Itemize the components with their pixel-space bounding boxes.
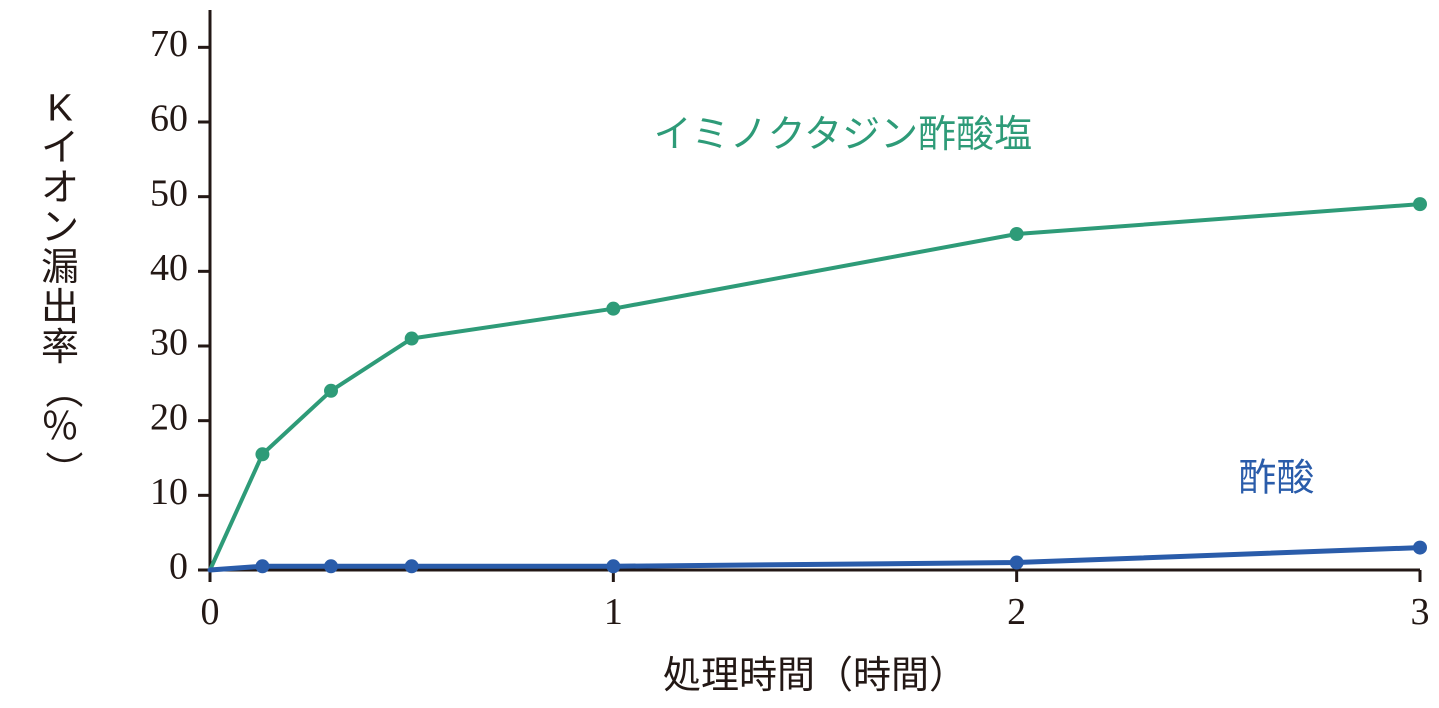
series-marker xyxy=(606,302,620,316)
series-marker xyxy=(1010,227,1024,241)
y-tick-label: 50 xyxy=(150,172,188,214)
y-axis-label-char: ） xyxy=(41,451,83,489)
x-tick-label: 3 xyxy=(1411,591,1430,633)
y-tick-label: 30 xyxy=(150,322,188,364)
x-axis-label: 処理時間（時間） xyxy=(663,655,967,697)
y-axis-label-char: ン xyxy=(41,207,79,249)
y-axis-label-char: （ xyxy=(41,371,83,409)
series-marker xyxy=(324,559,338,573)
series-label: イミノクタジン酢酸塩 xyxy=(654,114,1032,156)
series-marker xyxy=(1010,556,1024,570)
series-label: 酢酸 xyxy=(1239,457,1315,499)
y-axis-label-char: K xyxy=(47,87,72,129)
series-marker xyxy=(324,384,338,398)
y-tick-label: 20 xyxy=(150,396,188,438)
x-tick-label: 1 xyxy=(604,591,623,633)
series-marker xyxy=(606,559,620,573)
series-marker xyxy=(255,559,269,573)
y-tick-label: 0 xyxy=(169,546,188,588)
y-tick-label: 60 xyxy=(150,98,188,140)
y-axis-label-char: 漏 xyxy=(41,247,79,289)
y-axis-label-char: オ xyxy=(41,167,79,209)
series-marker xyxy=(1413,197,1427,211)
x-tick-label: 0 xyxy=(201,591,220,633)
y-axis-label-char: 出 xyxy=(41,287,79,329)
y-axis-label-char: 率 xyxy=(41,327,79,369)
y-tick-label: 70 xyxy=(150,23,188,65)
series-marker xyxy=(405,559,419,573)
line-chart: 0 10 20 30 40 50 60 70 0 1 2 3 処理時間（時間） Kイオン漏出率（％） イミノ… xyxy=(0,0,1439,708)
series-line xyxy=(210,548,1420,570)
series-marker xyxy=(255,447,269,461)
series-line xyxy=(210,204,1420,570)
y-axis-label-char: イ xyxy=(41,127,79,169)
y-tick-label: 10 xyxy=(150,471,188,513)
x-tick-label: 2 xyxy=(1007,591,1026,633)
chart-container: 0 10 20 30 40 50 60 70 0 1 2 3 処理時間（時間） Kイオン漏出率（％） イミノ… xyxy=(0,0,1439,708)
series-marker xyxy=(1413,541,1427,555)
series-marker xyxy=(405,332,419,346)
y-axis-label-char: ％ xyxy=(41,407,79,449)
y-tick-label: 40 xyxy=(150,247,188,289)
